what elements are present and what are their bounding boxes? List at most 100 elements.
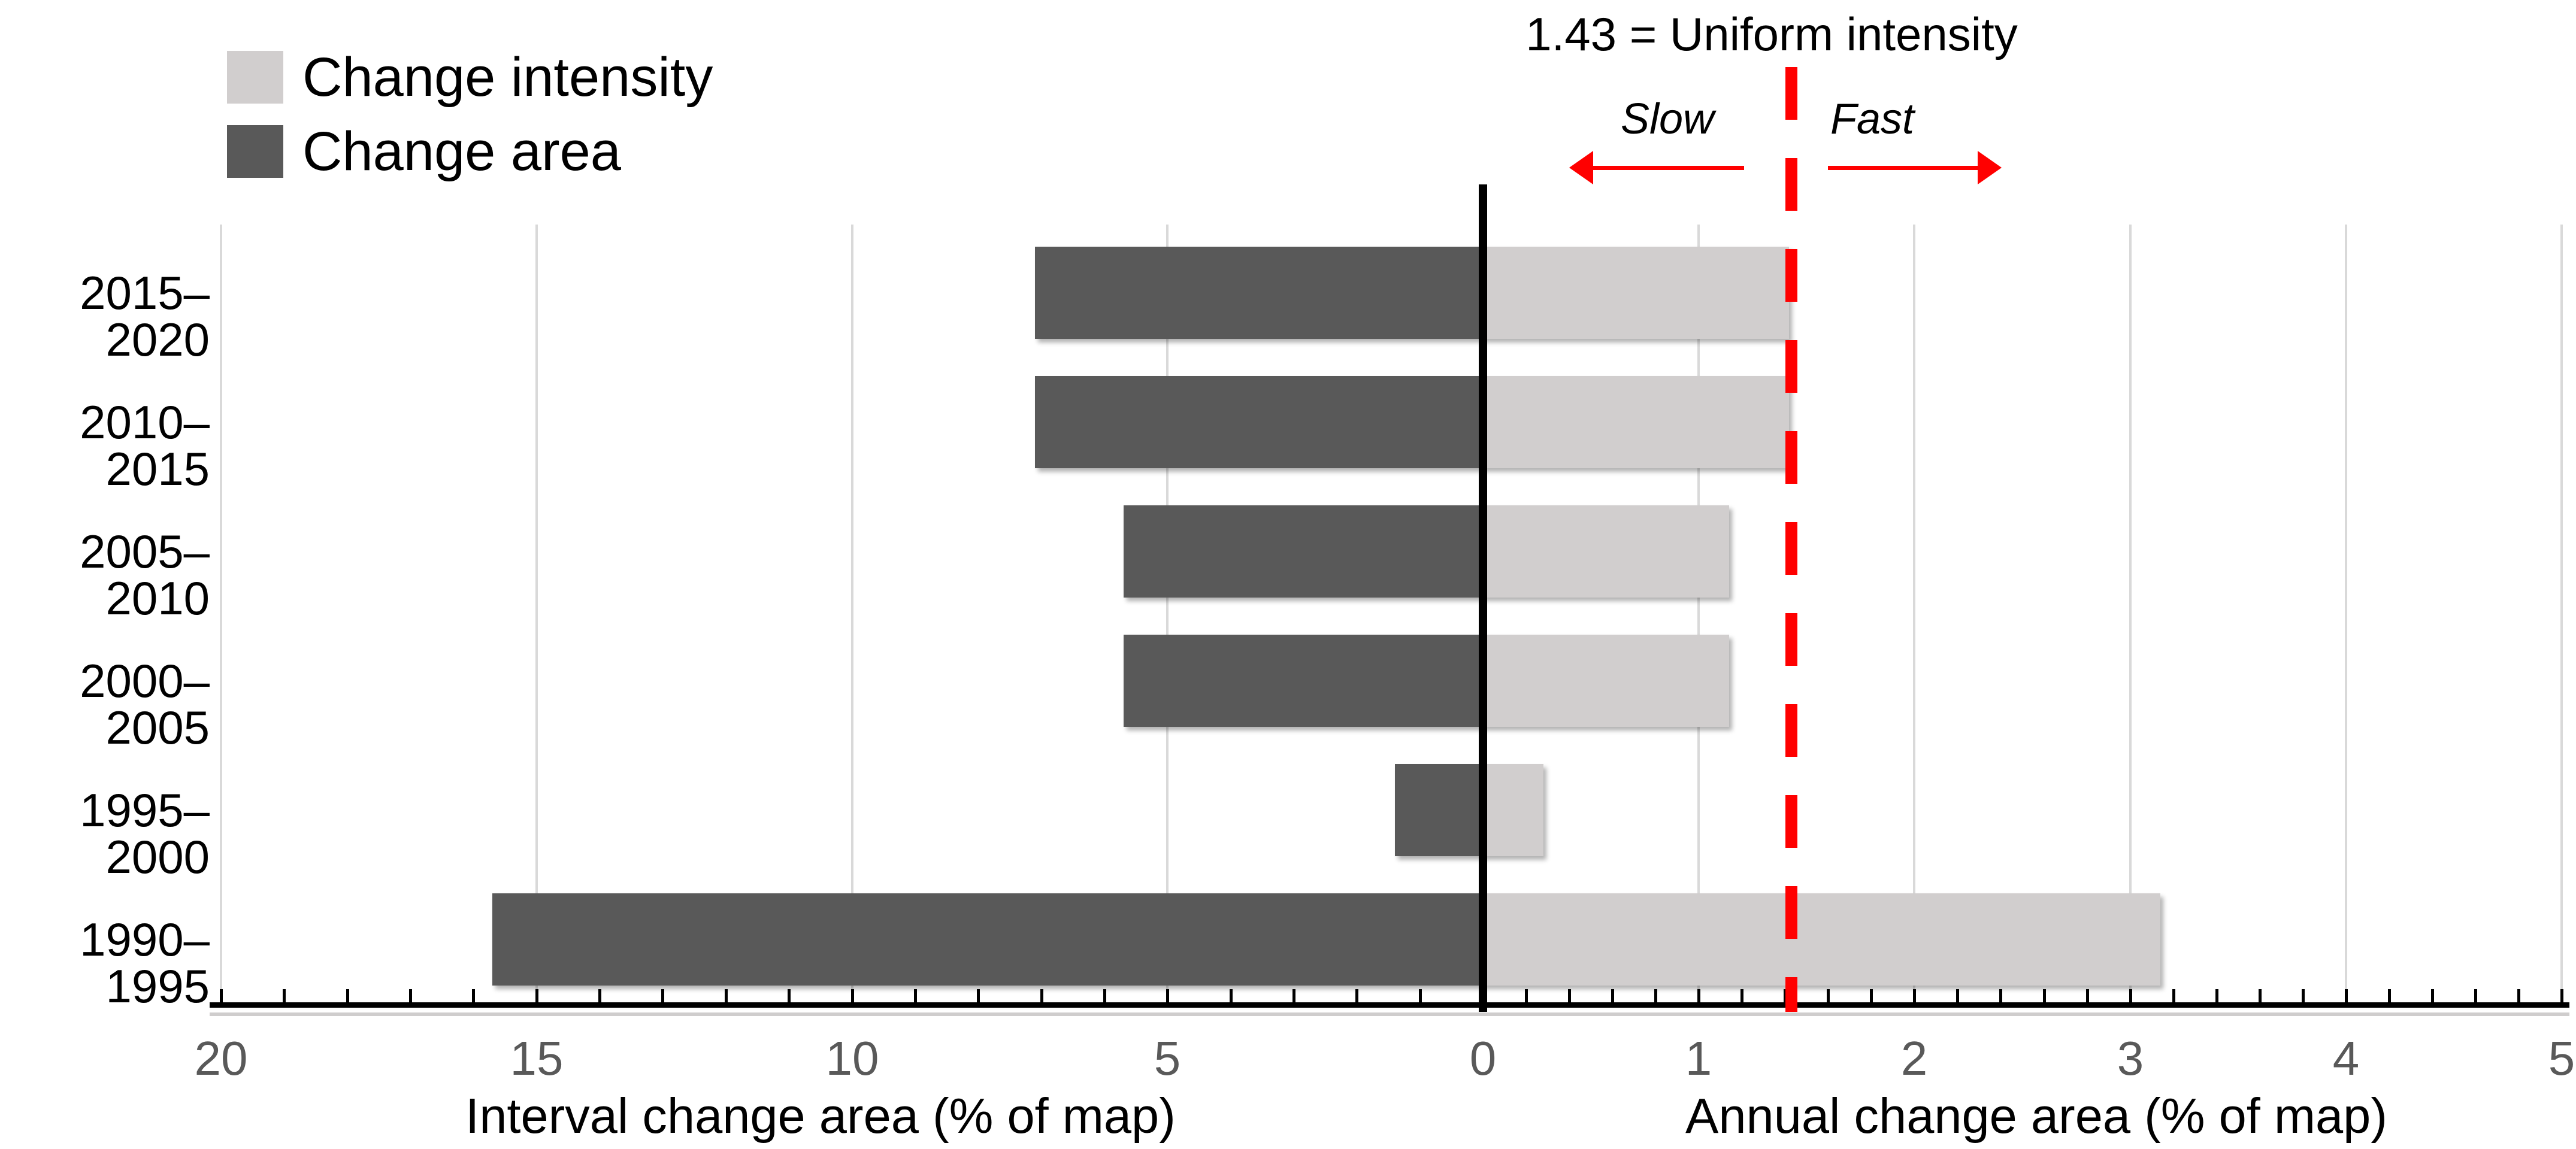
axis-tick [661,989,664,1002]
axis-tick [851,989,854,1002]
axis-tick [1355,989,1358,1002]
bar-change-intensity [1483,635,1729,727]
slow-arrow-head-icon [1569,151,1593,184]
axis-tick [409,989,412,1002]
axis-tick [725,989,728,1002]
left-axis-title: Interval change area (% of map) [465,1088,1176,1144]
axis-tick [2302,989,2305,1002]
tick-label-right-2: 2 [1900,1032,1928,1085]
gridline-right-3 [2129,225,2132,1005]
gridline-left-15 [535,225,538,1005]
bar-change-area [1035,247,1483,339]
tick-label-left-20: 20 [194,1032,248,1085]
axis-tick [1740,989,1743,1002]
axis-tick [1999,989,2002,1002]
bar-change-area [1035,376,1483,468]
change-area-swatch [227,125,283,178]
fast-label: Fast [1830,95,1915,143]
gridline-right-5 [2560,225,2563,1005]
bar-change-area [1124,505,1483,598]
bar-change-area [1124,635,1483,727]
legend-item-change-intensity: Change intensity [227,50,713,105]
axis-tick [2086,989,2089,1002]
axis-tick [1913,989,1916,1002]
change-intensity-swatch [227,51,283,104]
axis-tick [2129,989,2132,1002]
axis-tick [2043,989,2046,1002]
category-label: 2015–2020 [80,266,210,366]
bar-change-intensity [1483,505,1729,598]
bar-change-intensity [1483,893,2160,986]
uniform-intensity-caption: 1.43 = Uniform intensity [1525,8,2018,60]
axis-shadow [210,1012,2569,1016]
axis-tick [2517,989,2520,1002]
tick-label-left-10: 10 [825,1032,879,1085]
legend-item-change-area: Change area [227,124,621,179]
axis-tick [1292,989,1295,1002]
zero-axis-line [1479,184,1487,1012]
axis-tick [788,989,791,1002]
tick-label-left-5: 5 [1154,1032,1181,1085]
gridline-right-4 [2345,225,2347,1005]
tick-label-right-1: 1 [1685,1032,1712,1085]
axis-tick [1784,989,1787,1002]
gridline-left-5 [1166,225,1169,1005]
axis-tick [1870,989,1873,1002]
category-label: 2010–2015 [80,396,210,495]
axis-tick [2172,989,2175,1002]
gridline-left-20 [220,225,222,1005]
category-label: 2005–2010 [80,525,210,624]
axis-tick [472,989,475,1002]
axis-tick [1827,989,1830,1002]
legend-label-change-area: Change area [302,121,621,182]
axis-tick [346,989,349,1002]
category-label: 1990–1995 [80,913,210,1012]
tick-label-left-0: 0 [1469,1032,1497,1085]
axis-tick [1568,989,1571,1002]
axis-tick [1166,989,1169,1002]
axis-tick [1654,989,1657,1002]
axis-tick [2474,989,2477,1002]
fast-arrow-head-icon [1978,151,2002,184]
axis-tick [1040,989,1043,1002]
axis-tick [1956,989,1959,1002]
axis-tick [1525,989,1528,1002]
axis-tick [2388,989,2391,1002]
axis-tick [1611,989,1614,1002]
axis-tick [2560,989,2563,1002]
bar-change-intensity [1483,764,1543,856]
axis-tick [2215,989,2218,1002]
category-label: 1995–2000 [80,784,210,883]
axis-tick [535,989,538,1002]
gridline-right-1 [1697,225,1700,1005]
axis-tick [1230,989,1233,1002]
x-axis-line [210,1002,2569,1008]
slow-label: Slow [1620,95,1715,143]
gridline-left-10 [851,225,853,1005]
axis-tick [1103,989,1106,1002]
tick-label-right-3: 3 [2117,1032,2144,1085]
right-axis-title: Annual change area (% of map) [1685,1088,2387,1144]
tick-label-right-5: 5 [2548,1032,2575,1085]
uniform-intensity-line [1785,67,1797,1012]
gridline-right-2 [1913,225,1915,1005]
axis-tick [2259,989,2262,1002]
axis-tick [283,989,286,1002]
bar-change-intensity [1483,247,1789,339]
axis-tick [914,989,917,1002]
bar-change-intensity [1483,376,1789,468]
slow-arrow-line [1591,166,1744,170]
bar-change-area [1395,764,1483,856]
axis-tick [220,989,223,1002]
axis-tick [1697,989,1700,1002]
category-label: 2000–2005 [80,654,210,754]
axis-tick [2431,989,2434,1002]
bar-change-area [492,893,1483,986]
tick-label-left-15: 15 [510,1032,564,1085]
axis-tick [2345,989,2348,1002]
fast-arrow-line [1828,166,1979,170]
axis-tick [598,989,601,1002]
axis-tick [1419,989,1422,1002]
axis-tick [977,989,980,1002]
